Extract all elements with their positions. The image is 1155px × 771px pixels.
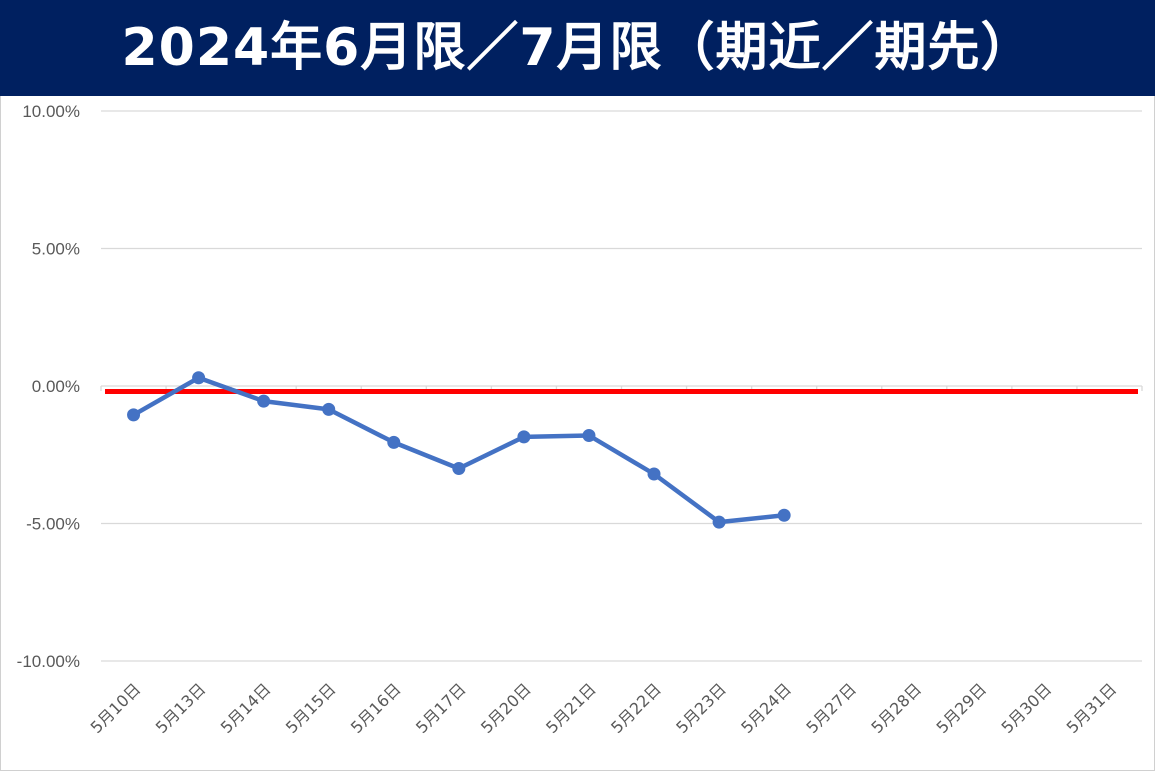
series-line <box>131 375 787 525</box>
x-tick-label: 5月14日 <box>217 679 275 737</box>
x-tick-label: 5月31日 <box>1063 679 1121 737</box>
data-point <box>257 394 271 408</box>
data-point <box>777 508 791 522</box>
data-point <box>127 408 141 422</box>
x-tick-label: 5月22日 <box>607 679 665 737</box>
x-tick-label: 5月15日 <box>282 679 340 737</box>
x-tick-label: 5月13日 <box>152 679 210 737</box>
x-tick-label: 5月20日 <box>477 679 535 737</box>
data-point <box>712 515 726 529</box>
x-tick-label: 5月28日 <box>867 679 925 737</box>
y-tick-label: 5.00% <box>32 240 80 259</box>
x-tick-label: 5月23日 <box>672 679 730 737</box>
data-point <box>387 435 401 449</box>
x-tick-label: 5月30日 <box>998 679 1056 737</box>
chart-title: 2024年6月限／7月限（期近／期先） <box>121 18 1034 78</box>
data-point <box>582 429 596 442</box>
x-tick-label: 5月16日 <box>347 679 405 737</box>
y-tick-label: -5.00% <box>26 515 80 534</box>
gridlines <box>100 110 1143 662</box>
data-point <box>517 430 531 444</box>
data-point <box>647 467 661 481</box>
x-tick-label: 5月21日 <box>542 679 600 737</box>
x-tick-label: 5月24日 <box>737 679 795 737</box>
title-bar: 2024年6月限／7月限（期近／期先） <box>0 0 1155 96</box>
x-tick-label: 5月17日 <box>412 679 470 737</box>
x-tick-label: 5月10日 <box>87 679 145 737</box>
x-tick-label: 5月27日 <box>802 679 860 737</box>
data-point <box>452 462 466 475</box>
x-tick-label: 5月29日 <box>933 679 991 737</box>
y-tick-label: -10.00% <box>17 652 80 671</box>
data-point <box>192 371 206 385</box>
y-tick-label: 0.00% <box>32 377 80 396</box>
data-point <box>322 402 336 416</box>
series-layer <box>127 371 791 529</box>
x-axis-ticks: 5月10日 5月13日 5月14日 5月15日 5月16日 5月17日 5月20日 5月21日… <box>87 679 1121 737</box>
y-tick-label: 10.00% <box>22 102 80 121</box>
y-axis-ticks: 10.00% 5.00% 0.00% -5.00% -10.00% <box>17 102 80 671</box>
